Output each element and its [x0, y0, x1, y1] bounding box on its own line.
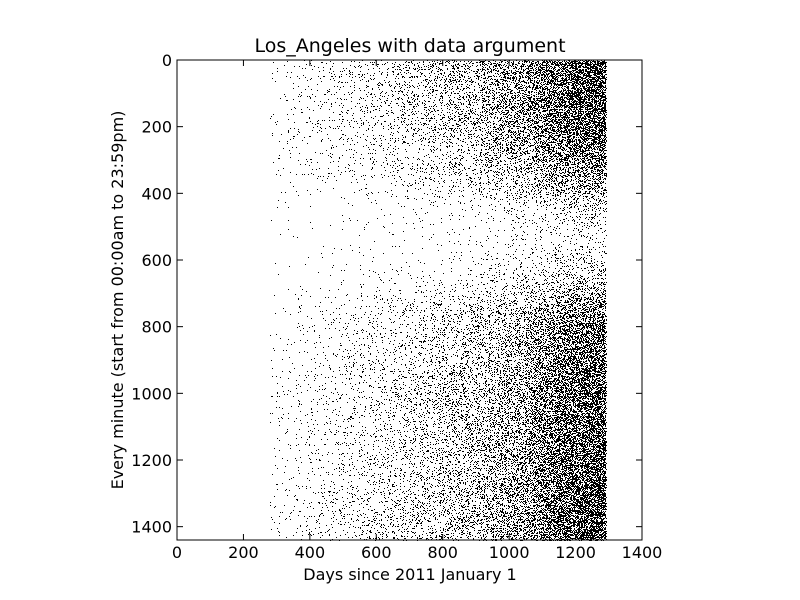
- data-points: [270, 60, 607, 541]
- y-tick-label: 1000: [131, 384, 172, 403]
- scatter-points: [270, 60, 607, 541]
- y-tick-label: 800: [141, 318, 172, 337]
- chart-title: Los_Angeles with data argument: [254, 35, 565, 57]
- y-tick-label: 0: [162, 51, 172, 70]
- y-tick-label: 1200: [131, 451, 172, 470]
- x-tick-label: 400: [295, 543, 326, 562]
- y-tick-label: 200: [141, 118, 172, 137]
- y-tick-label: 1400: [131, 518, 172, 537]
- axis-ticks: 0 200 400 600 800 1000 1200 1400020040060080010…: [131, 51, 662, 562]
- x-axis-label: Days since 2011 January 1: [303, 565, 516, 584]
- y-tick-label: 600: [141, 251, 172, 270]
- x-tick-label: 1000: [489, 543, 530, 562]
- plot-frame: [176, 59, 643, 541]
- y-axis-label: Every minute (start from 00:00am to 23:5…: [108, 111, 127, 490]
- y-tick-label: 400: [141, 184, 172, 203]
- x-tick-label: 800: [427, 543, 458, 562]
- x-tick-label: 0: [172, 543, 182, 562]
- x-tick-label: 200: [228, 543, 259, 562]
- x-tick-label: 1400: [622, 543, 663, 562]
- x-tick-label: 1200: [555, 543, 596, 562]
- x-tick-label: 600: [361, 543, 392, 562]
